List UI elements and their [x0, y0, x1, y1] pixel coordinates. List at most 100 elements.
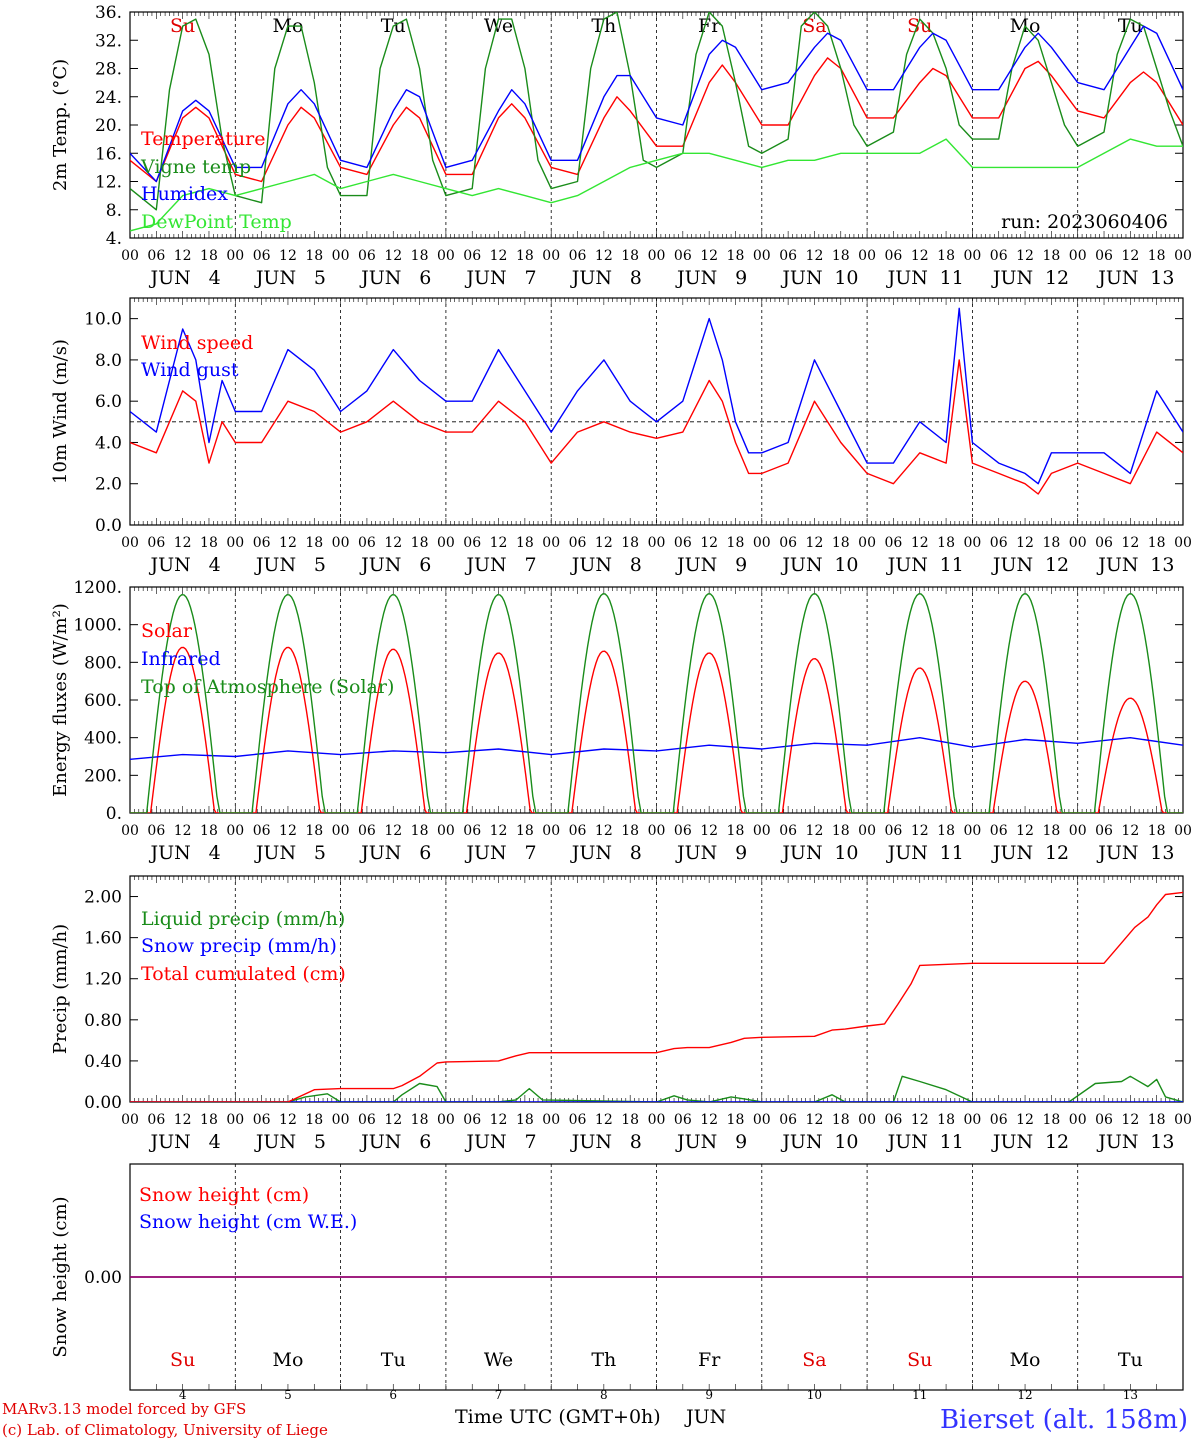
- x-day-number: 5: [314, 267, 326, 289]
- legend-entry: Liquid precip (mm/h): [141, 908, 345, 930]
- x-hour-label: 00: [542, 535, 560, 551]
- x-hour-label: 18: [411, 248, 429, 264]
- y-axis-label: Energy fluxes (W/m²): [50, 603, 71, 797]
- x-hour-label: 06: [358, 1112, 376, 1128]
- x-hour-label: 06: [1095, 823, 1113, 839]
- x-hour-label: 06: [990, 823, 1008, 839]
- y-tick-label: 20.: [95, 116, 122, 136]
- x-hour-label: 12: [1016, 535, 1034, 551]
- x-day-number: 9: [735, 1131, 747, 1153]
- x-hour-label: 18: [727, 535, 745, 551]
- x-day-number: 9: [735, 842, 747, 864]
- x-hour-label: 18: [832, 248, 850, 264]
- x-hour-label: 12: [806, 823, 824, 839]
- series-line-humidex: [130, 25, 1183, 183]
- x-hour-label: 06: [253, 535, 271, 551]
- x-hour-label: 12: [384, 823, 402, 839]
- legend-entry: Snow height (cm): [139, 1184, 309, 1206]
- x-day-month: JUN: [464, 267, 506, 289]
- series-line-infrared: [130, 737, 1183, 760]
- x-hour-label: 00: [1069, 535, 1087, 551]
- x-hour-label: 00: [542, 1112, 560, 1128]
- x-hour-label: 18: [727, 1112, 745, 1128]
- y-tick-label: 1200.: [73, 578, 122, 598]
- x-hour-label: 18: [621, 823, 639, 839]
- x-day-number: 10: [807, 1388, 822, 1402]
- x-day-number: 11: [940, 842, 964, 864]
- x-day-number: 7: [495, 1388, 503, 1402]
- x-hour-label: 18: [1042, 535, 1060, 551]
- x-day-number: 4: [179, 1388, 187, 1402]
- x-hour-label: 00: [858, 248, 876, 264]
- x-day-number: 4: [209, 554, 221, 576]
- x-hour-label: 12: [384, 1112, 402, 1128]
- x-hour-label: 06: [1095, 535, 1113, 551]
- x-hour-label: 06: [779, 823, 797, 839]
- x-day-month: JUN: [254, 1131, 296, 1153]
- x-day-month: JUN: [570, 842, 612, 864]
- x-day-month: JUN: [359, 267, 401, 289]
- x-hour-label: 00: [332, 248, 350, 264]
- x-hour-label: 12: [174, 823, 192, 839]
- x-hour-label: 00: [332, 1112, 350, 1128]
- x-hour-label: 00: [963, 1112, 981, 1128]
- y-tick-label: 0.80: [84, 1011, 122, 1031]
- x-hour-label: 12: [279, 823, 297, 839]
- x-hour-label: 06: [779, 1112, 797, 1128]
- legend-entry: Top of Atmosphere (Solar): [141, 676, 394, 698]
- x-day-month: JUN: [464, 1131, 506, 1153]
- x-hour-label: 18: [727, 823, 745, 839]
- x-day-number: 11: [940, 554, 964, 576]
- x-day-month: JUN: [991, 1131, 1033, 1153]
- x-day-number: 9: [735, 554, 747, 576]
- x-day-month: JUN: [149, 1131, 191, 1153]
- x-hour-label: 18: [1148, 1112, 1166, 1128]
- x-day-month: JUN: [991, 842, 1033, 864]
- weekday-label: Th: [591, 1349, 616, 1371]
- x-day-number: 7: [525, 267, 537, 289]
- x-hour-label: 18: [516, 535, 534, 551]
- legend-entry: Vigne temp: [140, 156, 251, 178]
- x-hour-label: 12: [279, 248, 297, 264]
- legend-entry: Total cumulated (cm): [141, 963, 346, 985]
- x-hour-label: 00: [858, 535, 876, 551]
- x-hour-label: 00: [1174, 535, 1192, 551]
- x-hour-label: 18: [1042, 1112, 1060, 1128]
- x-day-number: 13: [1150, 554, 1174, 576]
- series-group: [130, 12, 1183, 232]
- x-day-month: JUN: [149, 267, 191, 289]
- x-hour-label: 18: [516, 823, 534, 839]
- y-tick-label: 8.: [106, 201, 122, 221]
- x-day-number: 8: [630, 842, 642, 864]
- x-hour-label: 00: [437, 823, 455, 839]
- series-line-temperature: [130, 57, 1183, 183]
- x-hour-label: 00: [648, 535, 666, 551]
- y-tick-label: 800.: [84, 653, 122, 673]
- footer: MARv3.13 model forced by GFS (c) Lab. of…: [2, 1400, 1188, 1439]
- x-hour-label: 18: [937, 1112, 955, 1128]
- panels: 4. 8. 12. 16. 20. 24. 28. 32. 36. 2m Temp. (°C) 00…: [50, 3, 1192, 1402]
- x-day-number: 8: [600, 1388, 608, 1402]
- x-hour-label: 12: [911, 248, 929, 264]
- x-hour-label: 06: [569, 535, 587, 551]
- x-hour-label: 18: [1042, 248, 1060, 264]
- x-hour-label: 06: [990, 248, 1008, 264]
- x-hour-label: 12: [279, 535, 297, 551]
- x-hour-label: 00: [648, 1112, 666, 1128]
- x-day-number: 6: [389, 1388, 397, 1402]
- y-tick-label: 1000.: [73, 616, 122, 636]
- credit-line-1: MARv3.13 model forced by GFS: [2, 1400, 246, 1418]
- legend-entry: Infrared: [141, 648, 221, 670]
- y-tick-label: 6.0: [95, 392, 122, 412]
- y-axis-label: 2m Temp. (°C): [50, 59, 71, 191]
- x-hour-label: 06: [885, 535, 903, 551]
- x-hour-label: 00: [648, 823, 666, 839]
- x-day-number: 6: [419, 842, 431, 864]
- x-hour-label: 06: [463, 535, 481, 551]
- y-tick-label: 24.: [95, 88, 122, 108]
- x-day-month: JUN: [675, 842, 717, 864]
- x-day-number: 12: [1045, 842, 1069, 864]
- y-tick-label: 0.0: [95, 516, 122, 536]
- x-hour-label: 12: [806, 248, 824, 264]
- x-hour-label: 12: [595, 535, 613, 551]
